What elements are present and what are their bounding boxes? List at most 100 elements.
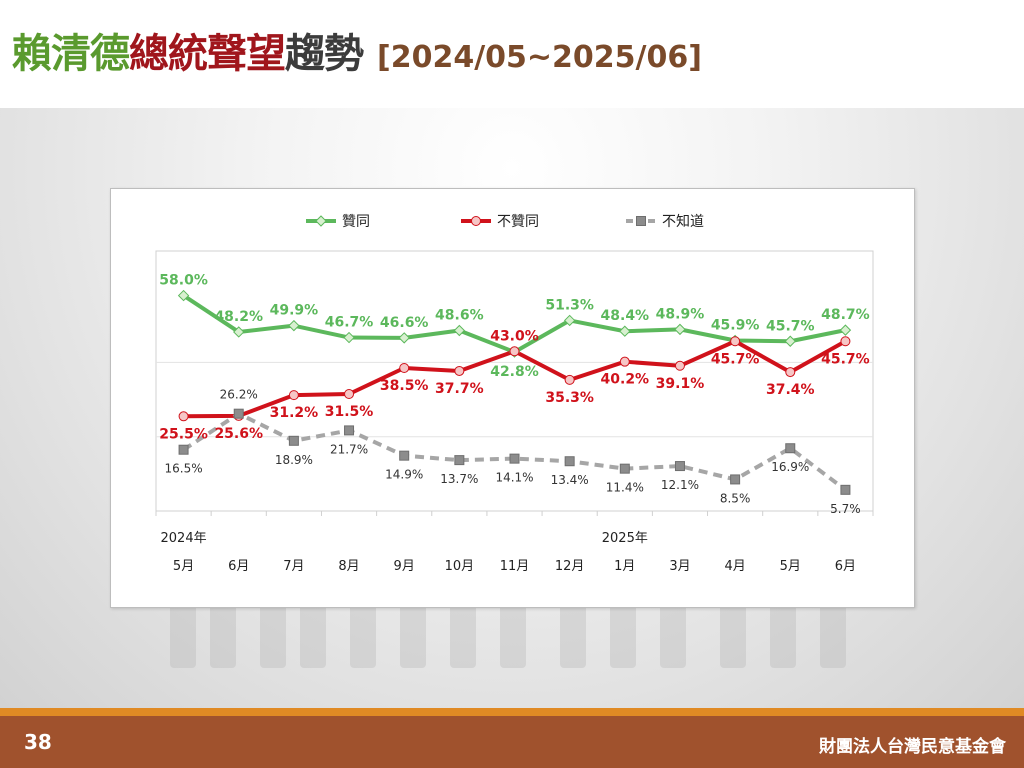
data-point [730,336,741,347]
data-label: 48.9% [656,306,705,322]
chart-panel: 5月 6月 7月 8月 9月 10月 11月 12月 1月 3月 4月 5月 6月 2024年 2025年 贊… [110,188,915,608]
x-tick-label: 5月 [780,559,801,574]
data-point [839,324,852,336]
title-subject: 總統聲望 [129,31,286,77]
data-label: 16.5% [165,462,203,476]
x-tick-label: 11月 [500,559,530,574]
data-label: 42.8% [490,364,539,380]
data-label: 18.9% [275,453,313,467]
data-point [288,435,299,446]
data-label: 8.5% [720,491,751,505]
data-point [344,425,355,436]
data-point [177,289,190,302]
data-label: 16.9% [771,460,809,474]
data-point [288,390,299,401]
legend-marker [636,216,646,226]
legend-marker [471,216,481,226]
x-year-label: 2025年 [602,531,648,546]
page-title: 賴清德總統聲望趨勢 [2024/05~2025/06] [12,24,702,84]
data-point [619,463,630,474]
data-label: 46.6% [380,315,429,331]
data-point [619,325,631,337]
data-label: 21.7% [330,442,368,456]
title-date-range: [2024/05~2025/06] [377,40,702,75]
data-label: 45.7% [821,351,870,367]
x-tick-label: 3月 [669,559,690,574]
footer-bar: 38 財團法人台灣民意基金會 [0,716,1024,768]
data-label: 58.0% [159,273,208,289]
x-tick-label: 10月 [445,559,475,574]
data-point [564,456,575,467]
page-number: 38 [24,730,52,754]
data-point [398,332,410,344]
footer-accent-bar [0,708,1024,716]
x-year-label: 2024年 [161,531,207,546]
data-point [674,461,685,472]
data-label: 45.7% [711,351,760,367]
data-label: 48.6% [435,307,484,323]
data-label: 25.6% [214,426,263,442]
title-name: 賴清德 [12,31,130,77]
data-label: 35.3% [545,390,594,406]
x-tick-label: 7月 [283,559,304,574]
data-point [785,367,796,378]
data-point [509,453,520,464]
data-label: 31.2% [270,405,319,421]
legend-marker [315,215,327,227]
data-label: 48.4% [601,308,650,324]
data-label: 37.7% [435,381,484,397]
data-label: 31.5% [325,404,374,420]
title-trend: 趨勢 [285,31,364,77]
data-point [453,324,466,337]
data-label: 14.9% [385,468,423,482]
data-label: 45.7% [766,318,815,334]
data-point [399,450,410,461]
x-tick-label: 4月 [724,559,745,574]
data-point [564,374,575,385]
data-point [840,336,851,347]
data-label: 40.2% [601,372,650,388]
data-point [344,389,355,399]
x-tick-label: 12月 [555,559,585,574]
data-point [399,363,410,373]
data-label: 51.3% [545,297,594,313]
data-point [178,444,189,455]
data-point [509,346,520,357]
data-label: 26.2% [220,388,258,402]
x-tick-label: 5月 [173,559,194,574]
data-label: 13.4% [551,473,589,487]
data-label: 46.7% [325,315,374,331]
x-tick-label: 9月 [394,559,415,574]
x-tick-label: 6月 [228,559,249,574]
data-label: 37.4% [766,382,815,398]
data-point [454,365,465,376]
data-label: 13.7% [440,472,478,486]
x-tick-label: 6月 [835,559,856,574]
data-label: 48.2% [214,309,263,325]
data-point [563,314,576,327]
data-label: 49.9% [270,303,319,319]
data-label: 5.7% [830,502,861,516]
x-tick-label: 1月 [614,559,635,574]
data-point [288,319,300,332]
data-point [730,474,741,485]
data-label: 14.1% [495,471,533,485]
data-point [233,408,244,419]
legend-label: 不知道 [662,213,704,230]
data-label: 12.1% [661,478,699,492]
data-point [674,360,685,371]
plot-area [155,250,874,512]
data-point [454,455,465,466]
data-label: 39.1% [656,376,705,392]
data-point [840,484,851,495]
data-point [619,356,630,367]
data-point [343,331,355,344]
data-label: 43.0% [490,328,539,344]
legend-label: 贊同 [342,214,370,230]
organization-name: 財團法人台灣民意基金會 [819,737,1006,757]
data-label: 25.5% [159,426,208,442]
data-point [784,335,796,347]
data-point [785,443,796,454]
legend-label: 不贊同 [497,214,539,230]
data-label: 48.7% [821,307,870,323]
